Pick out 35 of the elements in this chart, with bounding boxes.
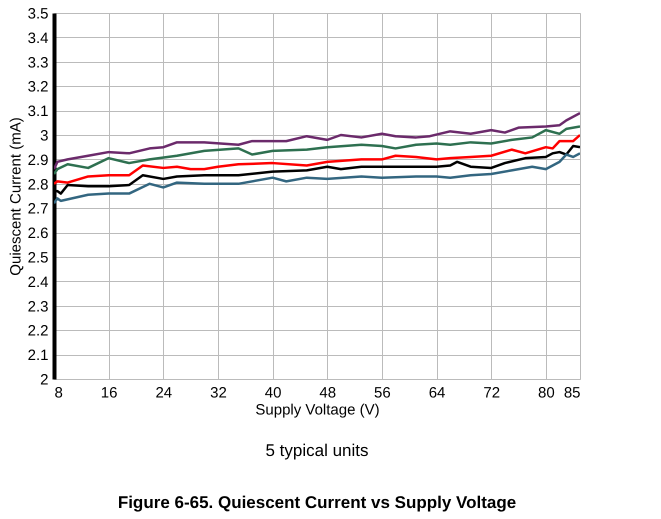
y-tick-label: 2.8 [28, 176, 48, 194]
y-tick-label: 2.6 [28, 225, 48, 242]
y-tick-label: 2.5 [28, 250, 48, 266]
text: 5 typical units [266, 441, 368, 460]
x-tick-label: 56 [374, 384, 391, 402]
x-tick-label: 80 [538, 384, 555, 402]
y-tick-label: 3 [40, 128, 48, 144]
x-tick-label: 40 [264, 384, 282, 402]
y-tick-label: 3.2 [28, 78, 48, 96]
line-series [54, 112, 580, 170]
y-tick-label: 3.1 [28, 103, 48, 120]
x-tick-label: 24 [155, 384, 172, 402]
y-tick-label: 2.9 [28, 152, 48, 169]
y-tick-label: 2.7 [28, 200, 48, 218]
x-tick-label: 48 [319, 384, 336, 402]
x-axis-title: Supply Voltage (V) [255, 402, 380, 418]
line-series [54, 125, 580, 176]
x-tick-label: 16 [100, 384, 118, 402]
y-tick-label: 3.4 [28, 30, 48, 47]
x-tick-label: 64 [428, 384, 446, 402]
x-tick-label: 85 [564, 384, 580, 402]
text: Figure 6-65. Quiescent Current vs Supply Voltage [118, 493, 516, 512]
y-axis-title: Quiescent Current (mA) [8, 117, 25, 276]
y-tick-label: 2.1 [28, 347, 48, 364]
y-tick-label: 2.2 [28, 322, 48, 340]
x-tick-label: 72 [483, 384, 500, 402]
y-tick-label: 3.3 [28, 54, 48, 72]
y-tick-label: 3.5 [28, 6, 48, 22]
line-series [54, 134, 580, 186]
line-series [54, 152, 580, 205]
x-tick-label: 8 [54, 384, 63, 402]
y-tick-label: 2 [40, 372, 48, 388]
x-tick-label: 32 [210, 384, 227, 402]
y-tick-label: 2.4 [28, 274, 48, 291]
y-tick-label: 2.3 [28, 298, 48, 316]
